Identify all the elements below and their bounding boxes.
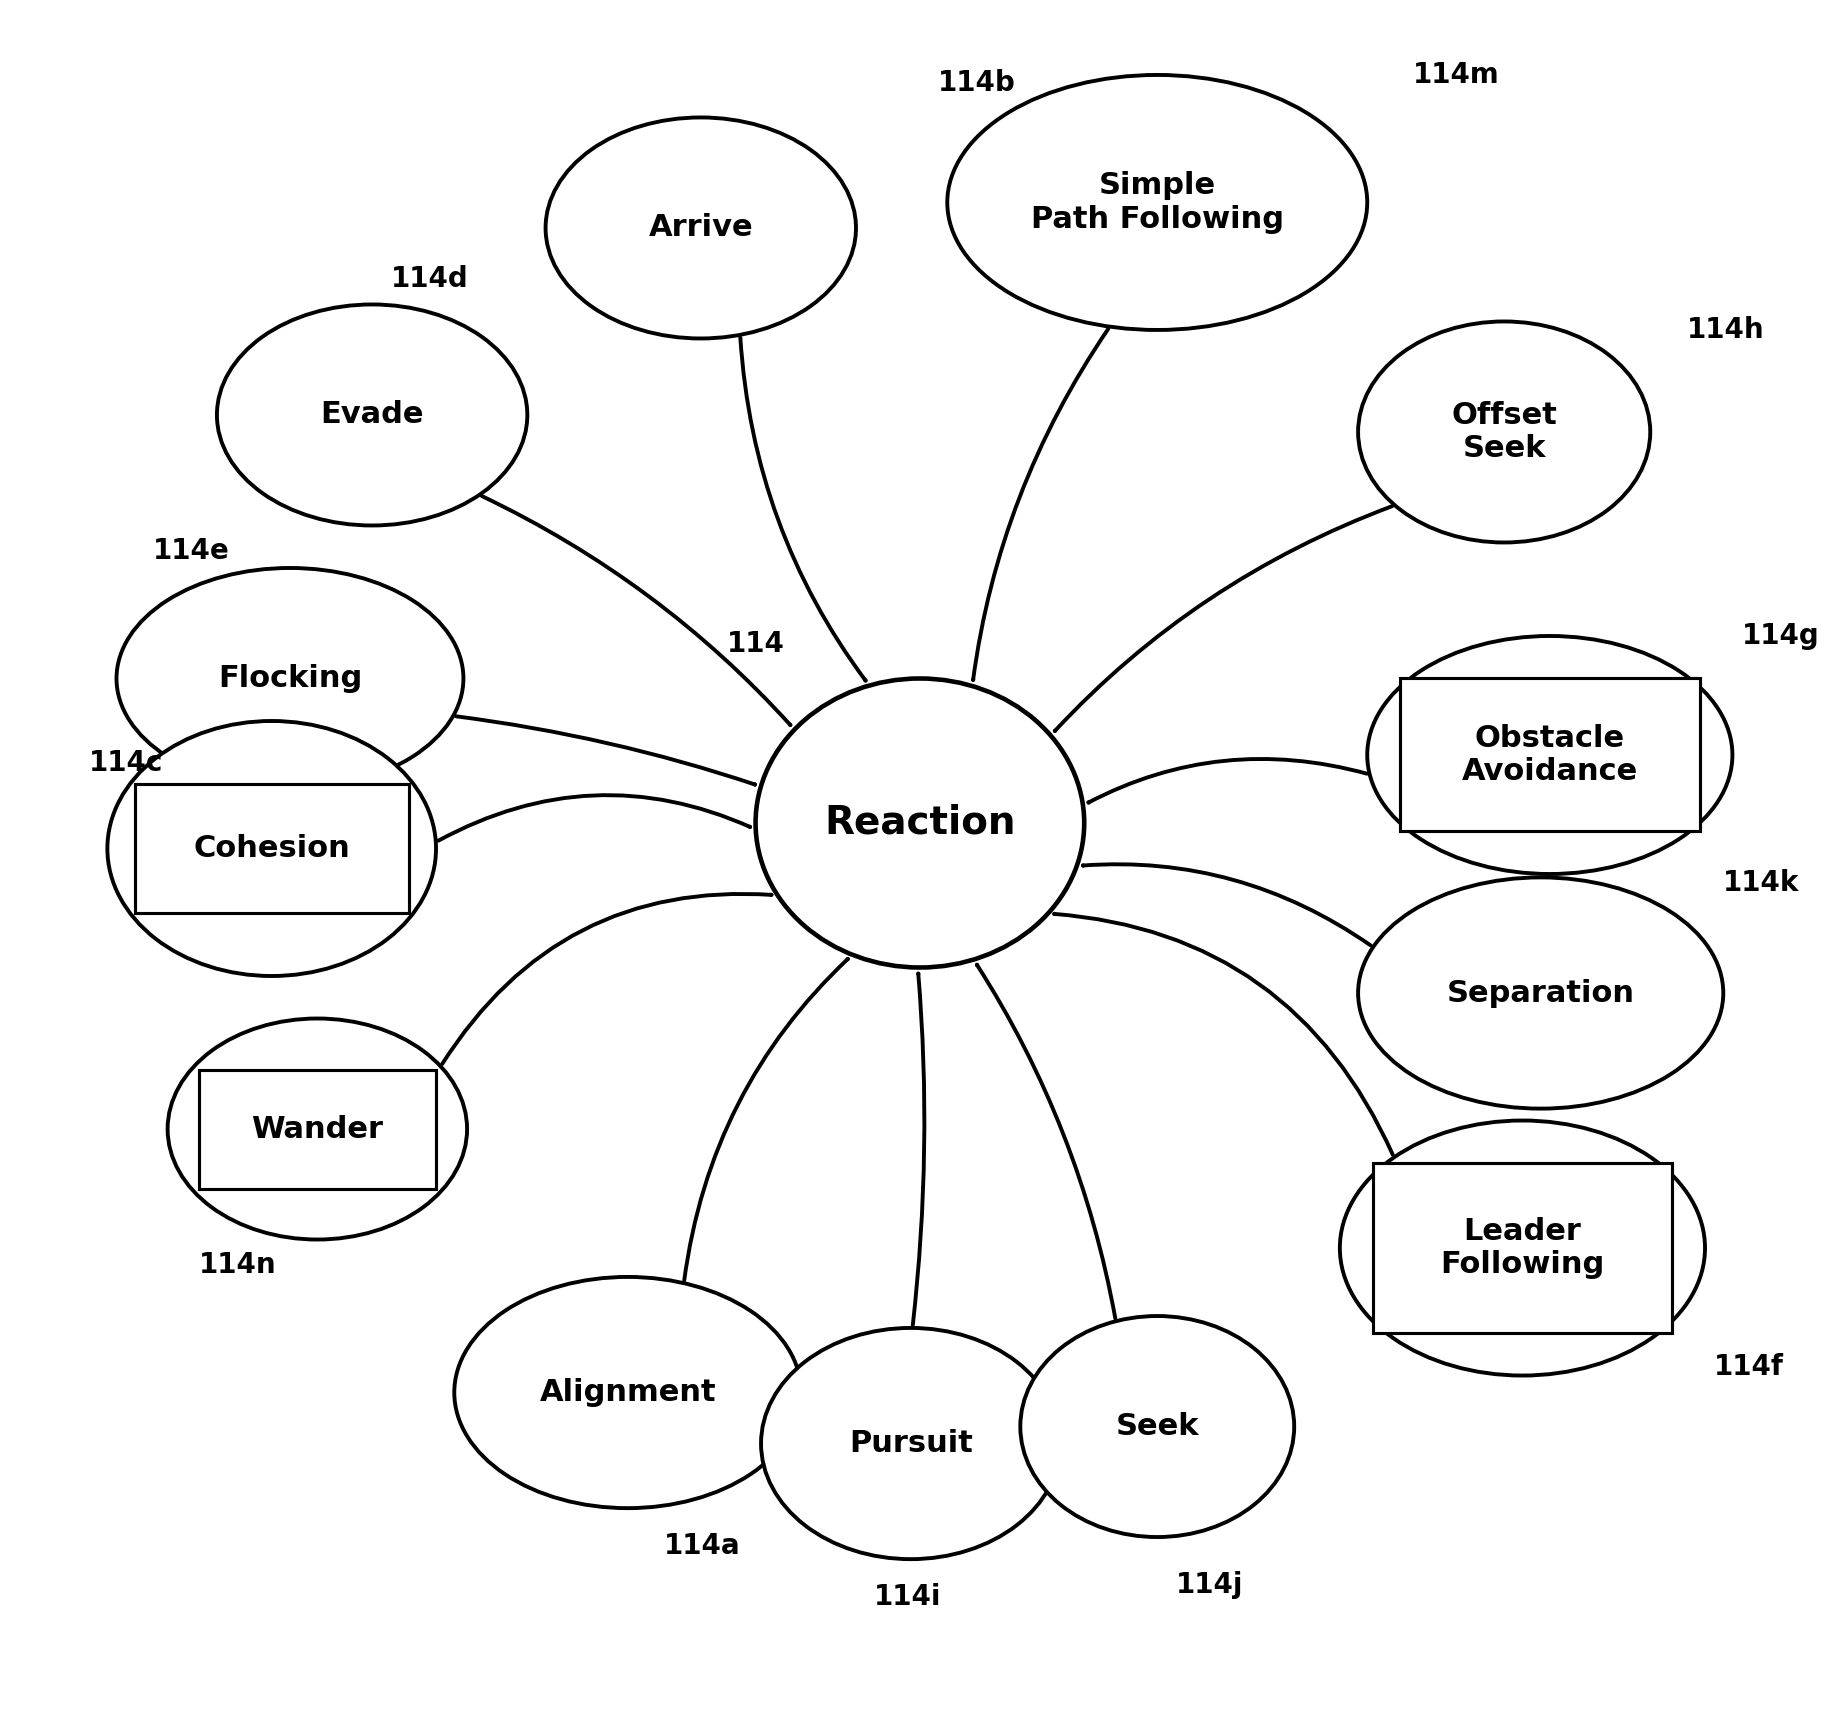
Text: Obstacle
Avoidance: Obstacle Avoidance: [1462, 723, 1637, 787]
FancyBboxPatch shape: [135, 783, 408, 914]
Ellipse shape: [761, 1328, 1060, 1560]
FancyBboxPatch shape: [199, 1070, 436, 1188]
Ellipse shape: [1021, 1316, 1294, 1537]
FancyBboxPatch shape: [1399, 679, 1700, 831]
Ellipse shape: [168, 1018, 467, 1239]
Text: 114b: 114b: [938, 70, 1015, 98]
Ellipse shape: [218, 305, 528, 526]
Text: Evade: Evade: [321, 401, 425, 430]
Text: Pursuit: Pursuit: [849, 1429, 973, 1459]
Text: Cohesion: Cohesion: [194, 835, 351, 864]
Text: 114d: 114d: [390, 266, 469, 293]
Text: Alignment: Alignment: [539, 1378, 716, 1407]
Text: 114m: 114m: [1412, 62, 1499, 89]
Text: 114: 114: [727, 631, 785, 658]
Text: 114e: 114e: [153, 536, 229, 566]
FancyArrowPatch shape: [977, 965, 1115, 1318]
Ellipse shape: [1359, 878, 1724, 1109]
FancyArrowPatch shape: [1084, 864, 1372, 946]
FancyBboxPatch shape: [1373, 1164, 1672, 1333]
FancyArrowPatch shape: [443, 895, 772, 1064]
FancyArrowPatch shape: [1089, 759, 1368, 802]
FancyArrowPatch shape: [456, 716, 755, 785]
Ellipse shape: [454, 1277, 801, 1508]
Text: 114j: 114j: [1176, 1570, 1242, 1599]
FancyArrowPatch shape: [912, 974, 925, 1325]
FancyArrowPatch shape: [1054, 914, 1394, 1155]
Text: Wander: Wander: [251, 1114, 384, 1143]
FancyArrowPatch shape: [1054, 506, 1392, 730]
Text: 114c: 114c: [89, 749, 164, 778]
Text: Offset
Seek: Offset Seek: [1451, 401, 1558, 463]
Text: 114i: 114i: [875, 1582, 941, 1611]
FancyArrowPatch shape: [685, 958, 847, 1280]
FancyArrowPatch shape: [438, 795, 749, 840]
Text: Reaction: Reaction: [823, 804, 1015, 842]
FancyArrowPatch shape: [740, 338, 866, 680]
Text: Separation: Separation: [1447, 979, 1636, 1008]
Ellipse shape: [1368, 636, 1732, 874]
Text: 114k: 114k: [1724, 869, 1800, 896]
Ellipse shape: [1359, 322, 1650, 542]
Text: 114f: 114f: [1715, 1352, 1783, 1381]
Ellipse shape: [1340, 1121, 1706, 1376]
Ellipse shape: [116, 567, 463, 788]
Text: Simple
Path Following: Simple Path Following: [1030, 171, 1283, 233]
Text: 114h: 114h: [1687, 315, 1765, 345]
FancyArrowPatch shape: [482, 495, 790, 725]
Text: Arrive: Arrive: [648, 214, 753, 242]
Ellipse shape: [947, 75, 1368, 331]
Text: Flocking: Flocking: [218, 663, 362, 692]
Ellipse shape: [107, 722, 436, 975]
Text: 114a: 114a: [665, 1532, 740, 1560]
Text: Seek: Seek: [1115, 1412, 1200, 1441]
Text: 114n: 114n: [199, 1251, 277, 1279]
FancyArrowPatch shape: [973, 329, 1108, 680]
Text: Leader
Following: Leader Following: [1440, 1217, 1604, 1279]
Ellipse shape: [546, 118, 857, 338]
Text: 114g: 114g: [1741, 622, 1820, 650]
Ellipse shape: [755, 679, 1084, 967]
